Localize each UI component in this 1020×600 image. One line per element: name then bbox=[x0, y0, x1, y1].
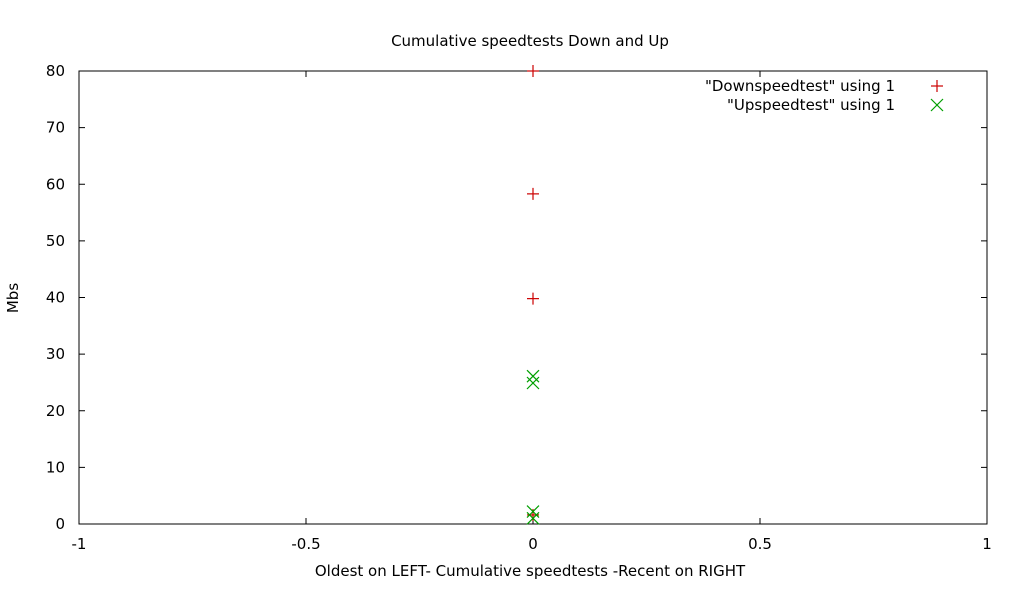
x-tick-label: -0.5 bbox=[291, 535, 320, 553]
y-tick-label: 40 bbox=[46, 289, 65, 307]
y-tick-label: 0 bbox=[55, 515, 65, 533]
legend-marker bbox=[930, 98, 944, 112]
y-tick-label: 30 bbox=[46, 345, 65, 363]
y-tick-label: 20 bbox=[46, 402, 65, 420]
y-axis: 0 10 20 30 40 50 60 70 80 bbox=[46, 62, 987, 533]
up-point bbox=[526, 369, 540, 383]
legend-label: "Upspeedtest" using 1 bbox=[727, 96, 895, 114]
x-axis: -1 -0.5 0 0.5 1 bbox=[72, 71, 992, 553]
y-tick-label: 70 bbox=[46, 119, 65, 137]
up-point bbox=[526, 511, 540, 525]
x-tick-label: -1 bbox=[72, 535, 87, 553]
y-axis-label: Mbs bbox=[4, 283, 22, 313]
chart-title: Cumulative speedtests Down and Up bbox=[391, 32, 669, 50]
x-tick-label: 1 bbox=[982, 535, 992, 553]
x-tick-label: 0 bbox=[528, 535, 538, 553]
down-point bbox=[527, 292, 539, 305]
down-point bbox=[527, 65, 539, 77]
down-point bbox=[527, 187, 539, 200]
legend: "Downspeedtest" using 1"Upspeedtest" usi… bbox=[705, 77, 944, 114]
legend-marker bbox=[931, 80, 943, 92]
y-tick-label: 80 bbox=[46, 62, 65, 80]
y-tick-label: 50 bbox=[46, 232, 65, 250]
up-point bbox=[526, 505, 540, 518]
y-tick-label: 10 bbox=[46, 458, 65, 476]
x-axis-label: Oldest on LEFT- Cumulative speedtests -R… bbox=[315, 562, 746, 580]
up-point bbox=[526, 376, 540, 390]
y-tick-label: 60 bbox=[46, 175, 65, 193]
x-tick-label: 0.5 bbox=[748, 535, 772, 553]
legend-label: "Downspeedtest" using 1 bbox=[705, 77, 895, 95]
data-points bbox=[526, 65, 540, 525]
